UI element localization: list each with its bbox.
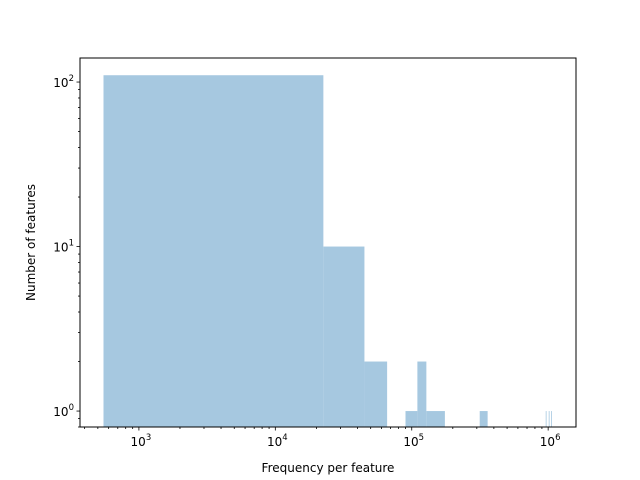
y-tick-label-1: 101 [53, 239, 74, 255]
histogram-bar-2 [364, 361, 388, 427]
histogram-bar-7 [545, 411, 547, 427]
y-ticks-group: 100 101 102 [53, 74, 80, 428]
y-tick-label-2: 102 [53, 74, 74, 90]
x-tick-label-3: 106 [540, 433, 561, 449]
histogram-bar-1 [323, 246, 365, 427]
x-tick-label-0: 103 [131, 433, 152, 449]
histogram-bar-3 [405, 411, 418, 427]
histogram-bar-5 [426, 411, 445, 427]
plot-frame [79, 57, 577, 428]
histogram-bar-6 [479, 411, 488, 427]
histogram-bar-0 [103, 75, 324, 427]
histogram-bar-8 [548, 411, 550, 427]
y-tick-label-0: 100 [53, 403, 74, 419]
bars-group [103, 75, 552, 427]
x-tick-label-2: 105 [403, 433, 424, 449]
x-tick-label-1: 104 [267, 433, 288, 449]
x-ticks-group: 103 104 105 106 [84, 427, 561, 449]
y-axis-label: Number of features [24, 184, 38, 301]
histogram-bar-4 [417, 361, 427, 427]
histogram-bar-9 [551, 411, 552, 427]
x-axis-label: Frequency per feature [262, 461, 395, 475]
